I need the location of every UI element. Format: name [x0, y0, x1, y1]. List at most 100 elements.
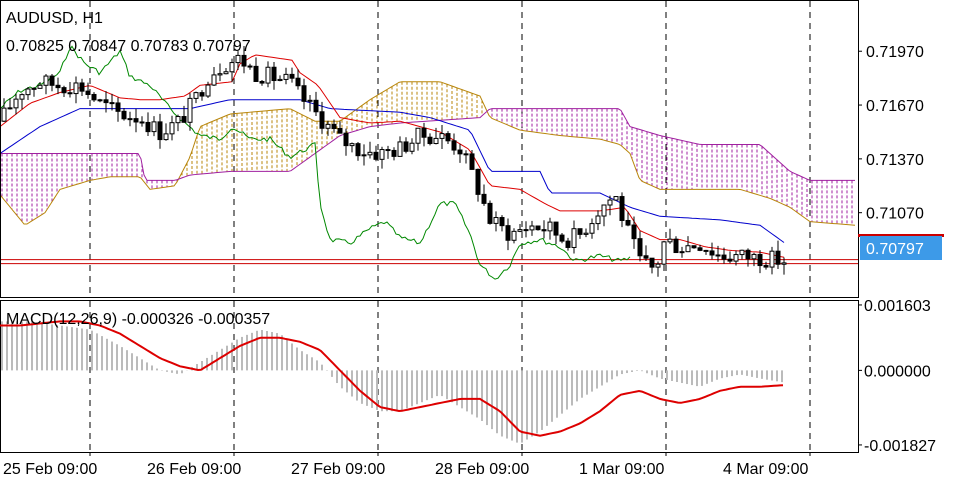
- candle-bear: [61, 87, 67, 94]
- candle-bull: [73, 82, 79, 95]
- candle-bull: [685, 245, 691, 253]
- candle-bull: [571, 228, 577, 248]
- candle-bull: [769, 250, 775, 268]
- time-tick-label: 25 Feb 09:00: [3, 461, 97, 478]
- candle-bear: [487, 202, 493, 224]
- time-tick-label: 28 Feb 09:00: [435, 461, 529, 478]
- candle-bull: [307, 99, 313, 102]
- candle-bull: [679, 251, 685, 254]
- candle-bear: [49, 75, 55, 86]
- candle-bear: [403, 141, 409, 152]
- candle-bull: [37, 84, 43, 89]
- candle-bear: [55, 84, 61, 89]
- candle-bull: [175, 116, 181, 124]
- candle-bear: [331, 123, 337, 130]
- candle-bull: [781, 262, 787, 265]
- candle-bear: [109, 102, 115, 105]
- candle-bull: [349, 143, 355, 147]
- senkou-span-a-line: [0, 81, 856, 226]
- candle-bull: [7, 107, 13, 110]
- candle-bear: [775, 250, 781, 265]
- candle-bear: [757, 253, 763, 267]
- candle-bear: [499, 217, 505, 227]
- candle-bull: [379, 149, 385, 160]
- senkou-span-b-line: [0, 108, 855, 181]
- candle-bear: [565, 240, 571, 248]
- candle-bear: [181, 116, 187, 123]
- candle-bull: [583, 232, 589, 235]
- candle-bull: [163, 133, 169, 141]
- tenkan-sen-line: [0, 54, 785, 258]
- candle-bear: [745, 249, 751, 260]
- candle-bear: [715, 254, 721, 257]
- candle-bear: [535, 225, 541, 231]
- candle-bear: [457, 149, 463, 155]
- candle-bear: [253, 65, 259, 82]
- candle-bull: [277, 78, 283, 82]
- macd-label: MACD(12,26,9) -0.000326 -0.000357: [6, 311, 270, 328]
- time-tick-label: 26 Feb 09:00: [147, 461, 241, 478]
- candle-bear: [703, 249, 709, 252]
- last-price-marker-line: [858, 234, 944, 237]
- candle-bear: [427, 136, 433, 145]
- candle-bull: [439, 133, 445, 139]
- candle-bear: [91, 93, 97, 101]
- last-price-badge: [860, 236, 942, 260]
- candle-bull: [517, 229, 523, 232]
- candle-bull: [325, 123, 331, 129]
- candle-bear: [121, 110, 127, 120]
- candle-bear: [247, 65, 253, 68]
- candle-bear: [85, 90, 91, 95]
- kijun-sen-line: [0, 99, 785, 243]
- price-axis: 0.71970 0.71670 0.71370 0.71070: [858, 44, 924, 223]
- candle-bear: [505, 225, 511, 241]
- candle-bear: [385, 149, 391, 152]
- candle-bear: [421, 127, 427, 138]
- candle-bull: [529, 225, 535, 231]
- candle-bear: [721, 254, 727, 260]
- chikou-span-line: [0, 45, 631, 280]
- symbol-timeframe-label: AUDUSD, H1: [6, 10, 103, 27]
- candle-bear: [133, 118, 139, 123]
- candle-bear: [391, 149, 397, 157]
- candle-bear: [763, 265, 769, 268]
- candle-bear: [103, 99, 109, 104]
- macd-tick-label: 0.000000: [864, 363, 931, 380]
- macd-tick-label: 0.001603: [864, 298, 931, 315]
- last-price-label: 0.70797: [866, 241, 924, 258]
- candle-bull: [229, 62, 235, 73]
- candle-bear: [649, 257, 655, 268]
- candle-bull: [169, 122, 175, 135]
- candle-bull: [235, 54, 241, 64]
- candle-bear: [301, 85, 307, 102]
- candle-bull: [19, 94, 25, 100]
- candle-bull: [361, 154, 367, 157]
- candle-bull: [217, 73, 223, 76]
- candle-bull: [595, 215, 601, 225]
- candle-bull: [613, 196, 619, 201]
- candle-bear: [241, 54, 247, 67]
- candle-bull: [667, 238, 673, 243]
- macd-tick-label: -0.001827: [864, 438, 936, 455]
- candle-bull: [409, 142, 415, 152]
- candle-bear: [727, 258, 733, 262]
- candle-bear: [373, 151, 379, 160]
- candle-bear: [709, 250, 715, 256]
- macd-axis: 0.001603 0.000000 -0.001827: [858, 298, 936, 455]
- candle-bull: [283, 73, 289, 80]
- candle-bear: [355, 143, 361, 157]
- candle-bear: [343, 132, 349, 147]
- candle-bull: [751, 253, 757, 260]
- candle-bear: [469, 153, 475, 170]
- main-grid: [89, 1, 811, 297]
- candle-bear: [157, 121, 163, 141]
- price-tick-label: 0.71370: [866, 152, 924, 169]
- candle-bull: [415, 127, 421, 144]
- candle-bull: [433, 137, 439, 145]
- price-tick-label: 0.71670: [866, 98, 924, 115]
- candle-bear: [337, 128, 343, 134]
- candle-bull: [43, 75, 49, 86]
- candle-bull: [205, 84, 211, 97]
- macd-histogram: [1, 321, 783, 443]
